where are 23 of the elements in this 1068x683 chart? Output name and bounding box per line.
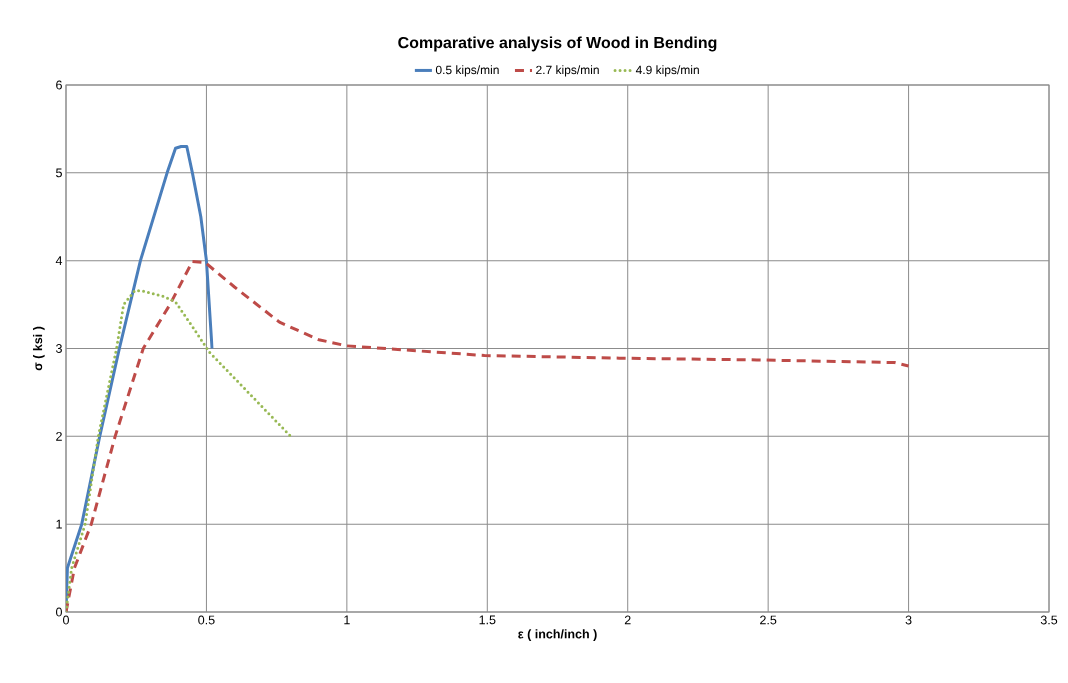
legend-label: 2.7 kips/min [536, 65, 599, 77]
line-series [66, 289, 293, 612]
y-tick-label: 3 [55, 344, 62, 353]
y-tick-label: 1 [56, 519, 62, 529]
y-tick-label: 6 [56, 80, 62, 90]
y-tick-label: 5 [56, 168, 62, 178]
legend-label: 0.5 kips/min [435, 65, 499, 77]
legend-label: 4.9 kips/min [635, 65, 699, 77]
chart-title: Comparative analysis of Wood in Bending [398, 36, 717, 52]
x-tick-label: 1 [344, 615, 350, 625]
x-tick-label: 0.5 [198, 615, 215, 625]
x-tick-label: 2 [624, 615, 631, 625]
x-tick-label: 3.5 [1040, 615, 1058, 625]
x-axis-title: ε ( inch/inch ) [518, 629, 597, 641]
y-tick-label: 4 [55, 256, 63, 265]
line-series [66, 260, 911, 612]
x-tick-label: 0 [63, 615, 69, 625]
y-tick-label: 0 [56, 607, 62, 617]
x-tick-label: 1.5 [479, 615, 496, 625]
y-tick-label: 2 [56, 431, 62, 441]
x-tick-label: 3 [905, 615, 912, 625]
x-tick-label: 2.5 [760, 615, 777, 625]
y-axis-title: σ ( ksi ) [32, 326, 45, 371]
